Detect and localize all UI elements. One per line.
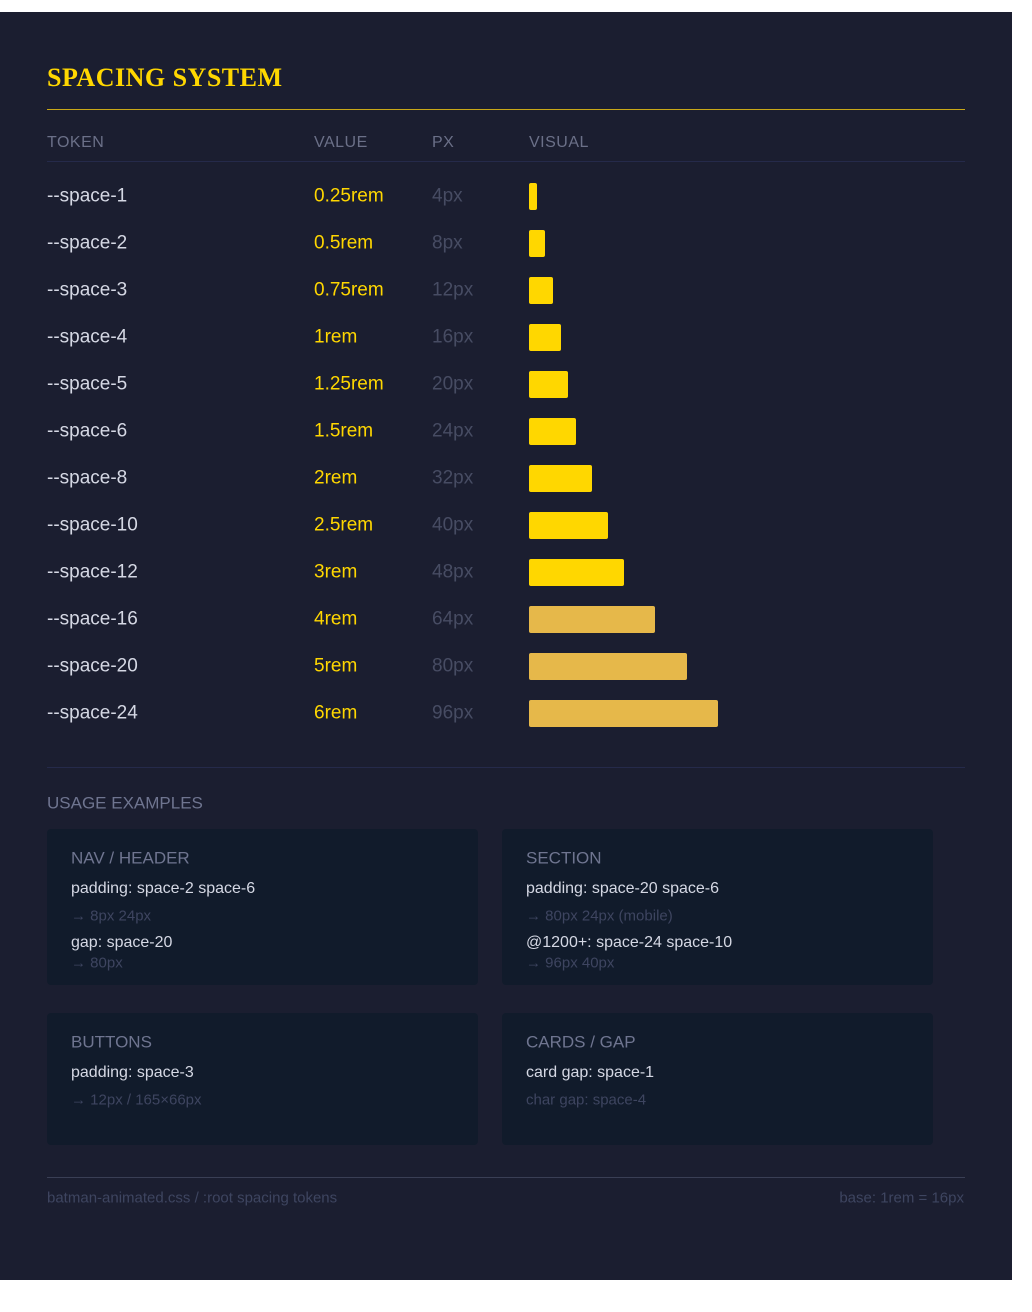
card-note: → 8px 24px — [71, 907, 152, 925]
token: --space-16 — [47, 608, 138, 630]
spacing-bar — [529, 512, 608, 539]
token: --space-24 — [47, 702, 138, 724]
card: SECTION padding: space-20 space-6 → 80px… — [502, 829, 933, 985]
card-note: char gap: space-4 — [526, 1091, 647, 1109]
value: 6rem — [314, 702, 358, 724]
px-value: 32px — [432, 467, 474, 489]
token: --space-4 — [47, 326, 128, 348]
card-note: → 80px 24px (mobile) — [526, 907, 673, 925]
px-value: 16px — [432, 326, 474, 348]
footer-rule — [47, 1177, 965, 1178]
value: 1rem — [314, 326, 358, 348]
token: --space-20 — [47, 655, 138, 677]
px-value: 96px — [432, 702, 474, 724]
value: 3rem — [314, 561, 358, 583]
card: CARDS / GAP card gap: space-1 char gap: … — [502, 1013, 933, 1145]
value: 2.5rem — [314, 514, 374, 536]
px-value: 24px — [432, 420, 474, 442]
value: 4rem — [314, 608, 358, 630]
px-value: 8px — [432, 232, 463, 254]
header-rule — [47, 161, 965, 162]
value: 0.5rem — [314, 232, 374, 254]
token: --space-3 — [47, 279, 128, 301]
spacing-bar — [529, 465, 593, 492]
column-header: TOKEN — [47, 134, 105, 151]
token: --space-10 — [47, 514, 138, 536]
title: SPACING SYSTEM — [47, 63, 283, 92]
column-header: VISUAL — [529, 134, 589, 151]
card-line: @1200+: space-24 space-10 — [526, 934, 733, 951]
card-title: BUTTONS — [71, 1032, 152, 1052]
value: 0.25rem — [314, 185, 384, 207]
card-note: → 80px — [71, 954, 123, 972]
card: NAV / HEADER padding: space-2 space-6 → … — [47, 829, 478, 985]
spacing-bar — [529, 371, 569, 398]
px-value: 40px — [432, 514, 474, 536]
px-value: 80px — [432, 655, 474, 677]
column-header: PX — [432, 134, 455, 151]
token: --space-8 — [47, 467, 128, 489]
panel: SPACING SYSTEM TOKEN VALUE PX VISUAL --s… — [0, 12, 1012, 1280]
px-value: 4px — [432, 185, 463, 207]
card-title: NAV / HEADER — [71, 848, 190, 868]
spacing-bar — [529, 418, 577, 445]
card-line: card gap: space-1 — [526, 1064, 655, 1081]
footer-left: batman-animated.css / :root spacing toke… — [47, 1189, 338, 1207]
spacing-bar — [529, 230, 545, 257]
px-value: 20px — [432, 373, 474, 395]
card: BUTTONS padding: space-3 → 12px / 165×66… — [47, 1013, 478, 1145]
spacing-bar — [529, 653, 687, 680]
value: 2rem — [314, 467, 358, 489]
value: 1.25rem — [314, 373, 384, 395]
spacing-bar — [529, 559, 624, 586]
value: 0.75rem — [314, 279, 384, 301]
spacing-bar — [529, 700, 719, 727]
card-line: padding: space-2 space-6 — [71, 880, 256, 897]
card-line: padding: space-3 — [71, 1064, 194, 1081]
token: --space-1 — [47, 185, 128, 207]
spacing-bar — [529, 183, 537, 210]
spacing-bar — [529, 277, 553, 304]
card-note: → 96px 40px — [526, 954, 615, 972]
card-line: gap: space-20 — [71, 934, 173, 951]
token: --space-12 — [47, 561, 138, 583]
token: --space-2 — [47, 232, 128, 254]
px-value: 48px — [432, 561, 474, 583]
footer-right: base: 1rem = 16px — [839, 1189, 964, 1207]
px-value: 64px — [432, 608, 474, 630]
token: --space-6 — [47, 420, 128, 442]
section-title: USAGE EXAMPLES — [47, 793, 203, 813]
spacing-bar — [529, 606, 656, 633]
token: --space-5 — [47, 373, 128, 395]
card-title: SECTION — [526, 848, 602, 868]
value: 1.5rem — [314, 420, 374, 442]
px-value: 12px — [432, 279, 474, 301]
value: 5rem — [314, 655, 358, 677]
title-rule — [47, 109, 965, 110]
card-note: → 12px / 165×66px — [71, 1091, 202, 1109]
spacing-bar — [529, 324, 561, 351]
section-rule — [47, 767, 965, 768]
card-title: CARDS / GAP — [526, 1032, 636, 1052]
column-header: VALUE — [314, 134, 368, 151]
card-line: padding: space-20 space-6 — [526, 880, 720, 897]
